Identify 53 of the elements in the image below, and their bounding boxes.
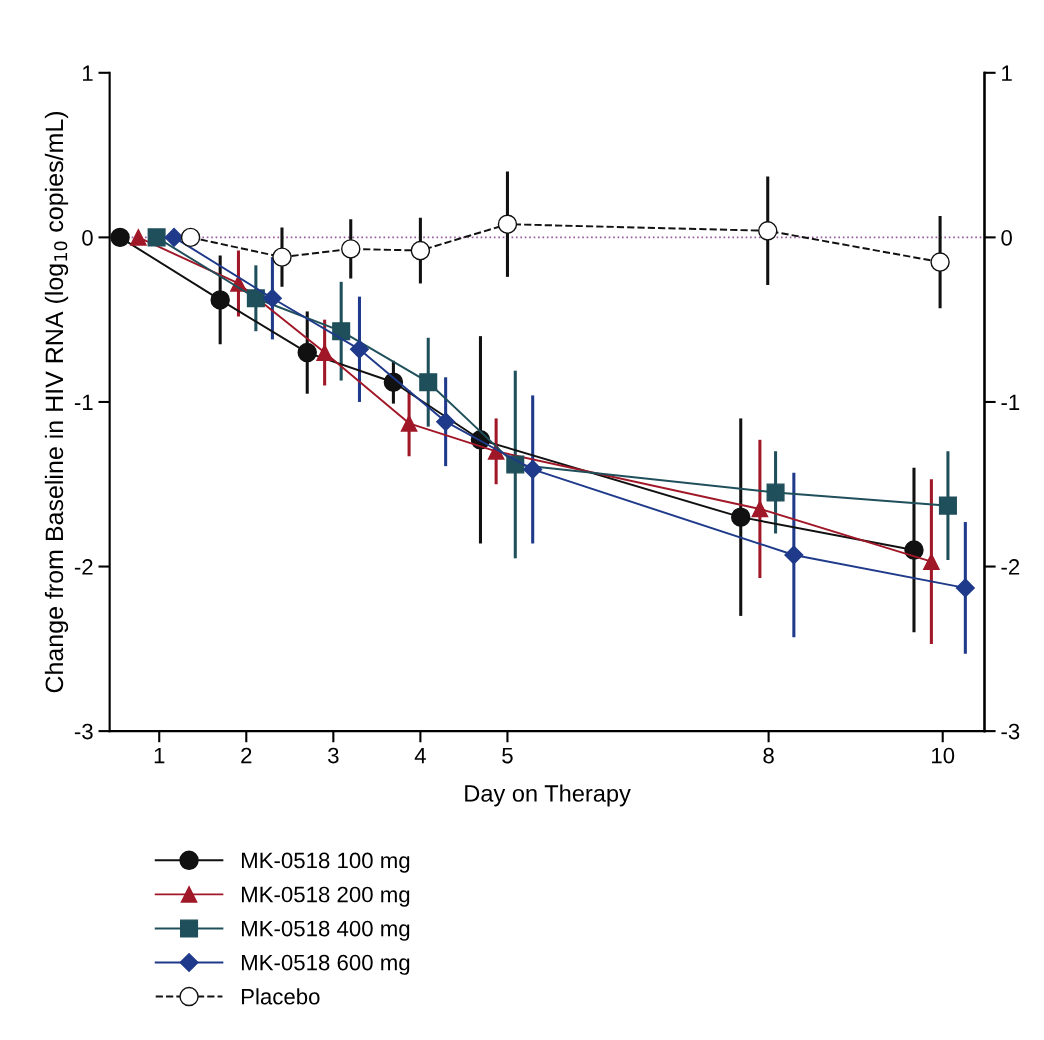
x-tick-label: 8 [763, 747, 774, 764]
point [349, 339, 369, 359]
point [751, 500, 769, 518]
point [297, 342, 317, 363]
y-tick-label: -2 [74, 559, 93, 575]
point [272, 247, 292, 267]
x-tick-label: 2 [241, 747, 252, 764]
point [164, 227, 184, 247]
point [930, 252, 950, 272]
y2-tick-label: -2 [1001, 559, 1020, 575]
point [784, 545, 804, 565]
point [938, 496, 957, 515]
point [523, 459, 543, 479]
point [130, 229, 147, 246]
x-tick-label: 10 [932, 747, 955, 764]
x-axis-title: Day on Therapy [465, 784, 631, 807]
y-axis-title: Change from Baseline in HIV RNA (log$_{10}$ copies/mL) [44, 111, 69, 693]
point [210, 290, 230, 310]
legend-label: MK-0518 400 mg [241, 920, 410, 941]
point [410, 240, 431, 261]
y2-tick-label: -1 [1001, 394, 1020, 411]
x-tick-label: 5 [502, 747, 513, 764]
y-tick-label: 1 [82, 65, 93, 81]
point [147, 228, 166, 247]
x-tick-label: 1 [154, 747, 165, 764]
point [436, 412, 456, 432]
y2-tick-label: -3 [1001, 723, 1020, 740]
point [731, 507, 751, 527]
point [180, 227, 201, 248]
y-tick-label: 0 [82, 229, 93, 246]
point [316, 344, 333, 361]
point [955, 578, 975, 598]
y2-tick-label: 1 [1002, 65, 1012, 81]
y2-tick-label: 0 [1001, 229, 1012, 246]
y-tick-label: -3 [74, 723, 93, 740]
point [332, 322, 351, 341]
point [419, 373, 438, 392]
point [110, 227, 130, 248]
point [758, 221, 778, 241]
legend-label: MK-0518 100 mg [241, 852, 410, 873]
point [341, 239, 361, 259]
point [923, 553, 940, 570]
point [497, 214, 518, 234]
legend-label: MK-0518 600 mg [241, 954, 410, 975]
x-tick-label: 3 [328, 747, 339, 764]
y-tick-label: -1 [74, 394, 93, 411]
point [262, 288, 282, 308]
legend-label: MK-0518 200 mg [241, 886, 410, 907]
point [400, 415, 418, 432]
x-tick-label: 4 [414, 747, 426, 764]
legend-label: Placebo [241, 988, 320, 1005]
point [766, 483, 785, 502]
point [246, 289, 265, 308]
